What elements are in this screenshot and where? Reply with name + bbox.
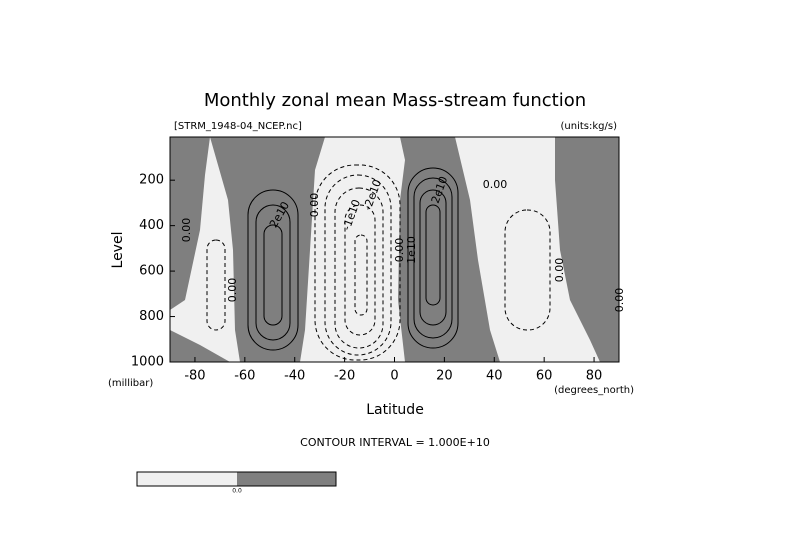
positive-region <box>210 137 325 362</box>
y-tick-label: 600 <box>139 264 164 279</box>
positive-region <box>170 137 210 310</box>
contour-label: 0.00 <box>393 238 406 263</box>
contour-field <box>170 137 619 362</box>
x-tick-label: 80 <box>586 369 603 384</box>
contour-label: 0.00 <box>483 178 508 191</box>
y-tick-label: 1000 <box>131 355 164 370</box>
x-axis-units: (degrees_north) <box>554 385 634 396</box>
y-tick-label: 200 <box>139 173 164 188</box>
x-tick-label: -40 <box>284 369 305 384</box>
colorbar-negative <box>137 472 237 486</box>
units: (units:kg/s) <box>561 121 618 132</box>
y-axis-units: (millibar) <box>108 378 153 389</box>
y-axis-label: Level <box>110 232 126 269</box>
contour-lines <box>206 164 551 361</box>
x-tick-label: 20 <box>436 369 453 384</box>
colorbar-label: 0.0 <box>232 488 242 495</box>
x-tick-label: -60 <box>234 369 255 384</box>
x-tick-label: 40 <box>486 369 503 384</box>
colorbar-frame <box>136 471 337 487</box>
contour-interval: CONTOUR INTERVAL = 1.000E+10 <box>300 436 490 449</box>
y-tick-label: 800 <box>139 309 164 324</box>
x-tick-label: 60 <box>536 369 553 384</box>
x-axis-label: Latitude <box>366 402 424 418</box>
chart-title: Monthly zonal mean Mass-stream function <box>204 90 586 111</box>
positive-region <box>398 137 500 362</box>
x-tick-label: -80 <box>184 369 205 384</box>
contour-label: 0.00 <box>308 193 321 218</box>
subtitle: [STRM_1948-04_NCEP.nc] <box>174 121 302 132</box>
positive-region <box>555 137 619 362</box>
contour-label: 1e10 <box>405 236 418 264</box>
contour-label: 0.00 <box>613 288 626 313</box>
positive-region <box>170 330 230 362</box>
contour-label: 0.00 <box>180 218 193 243</box>
x-tick-label: -20 <box>334 369 355 384</box>
contour-label: 0.00 <box>553 258 566 283</box>
x-tick-label: 0 <box>390 369 398 384</box>
colorbar-positive <box>237 472 336 486</box>
y-tick-label: 400 <box>139 218 164 233</box>
contour-label: 0.00 <box>226 278 239 303</box>
